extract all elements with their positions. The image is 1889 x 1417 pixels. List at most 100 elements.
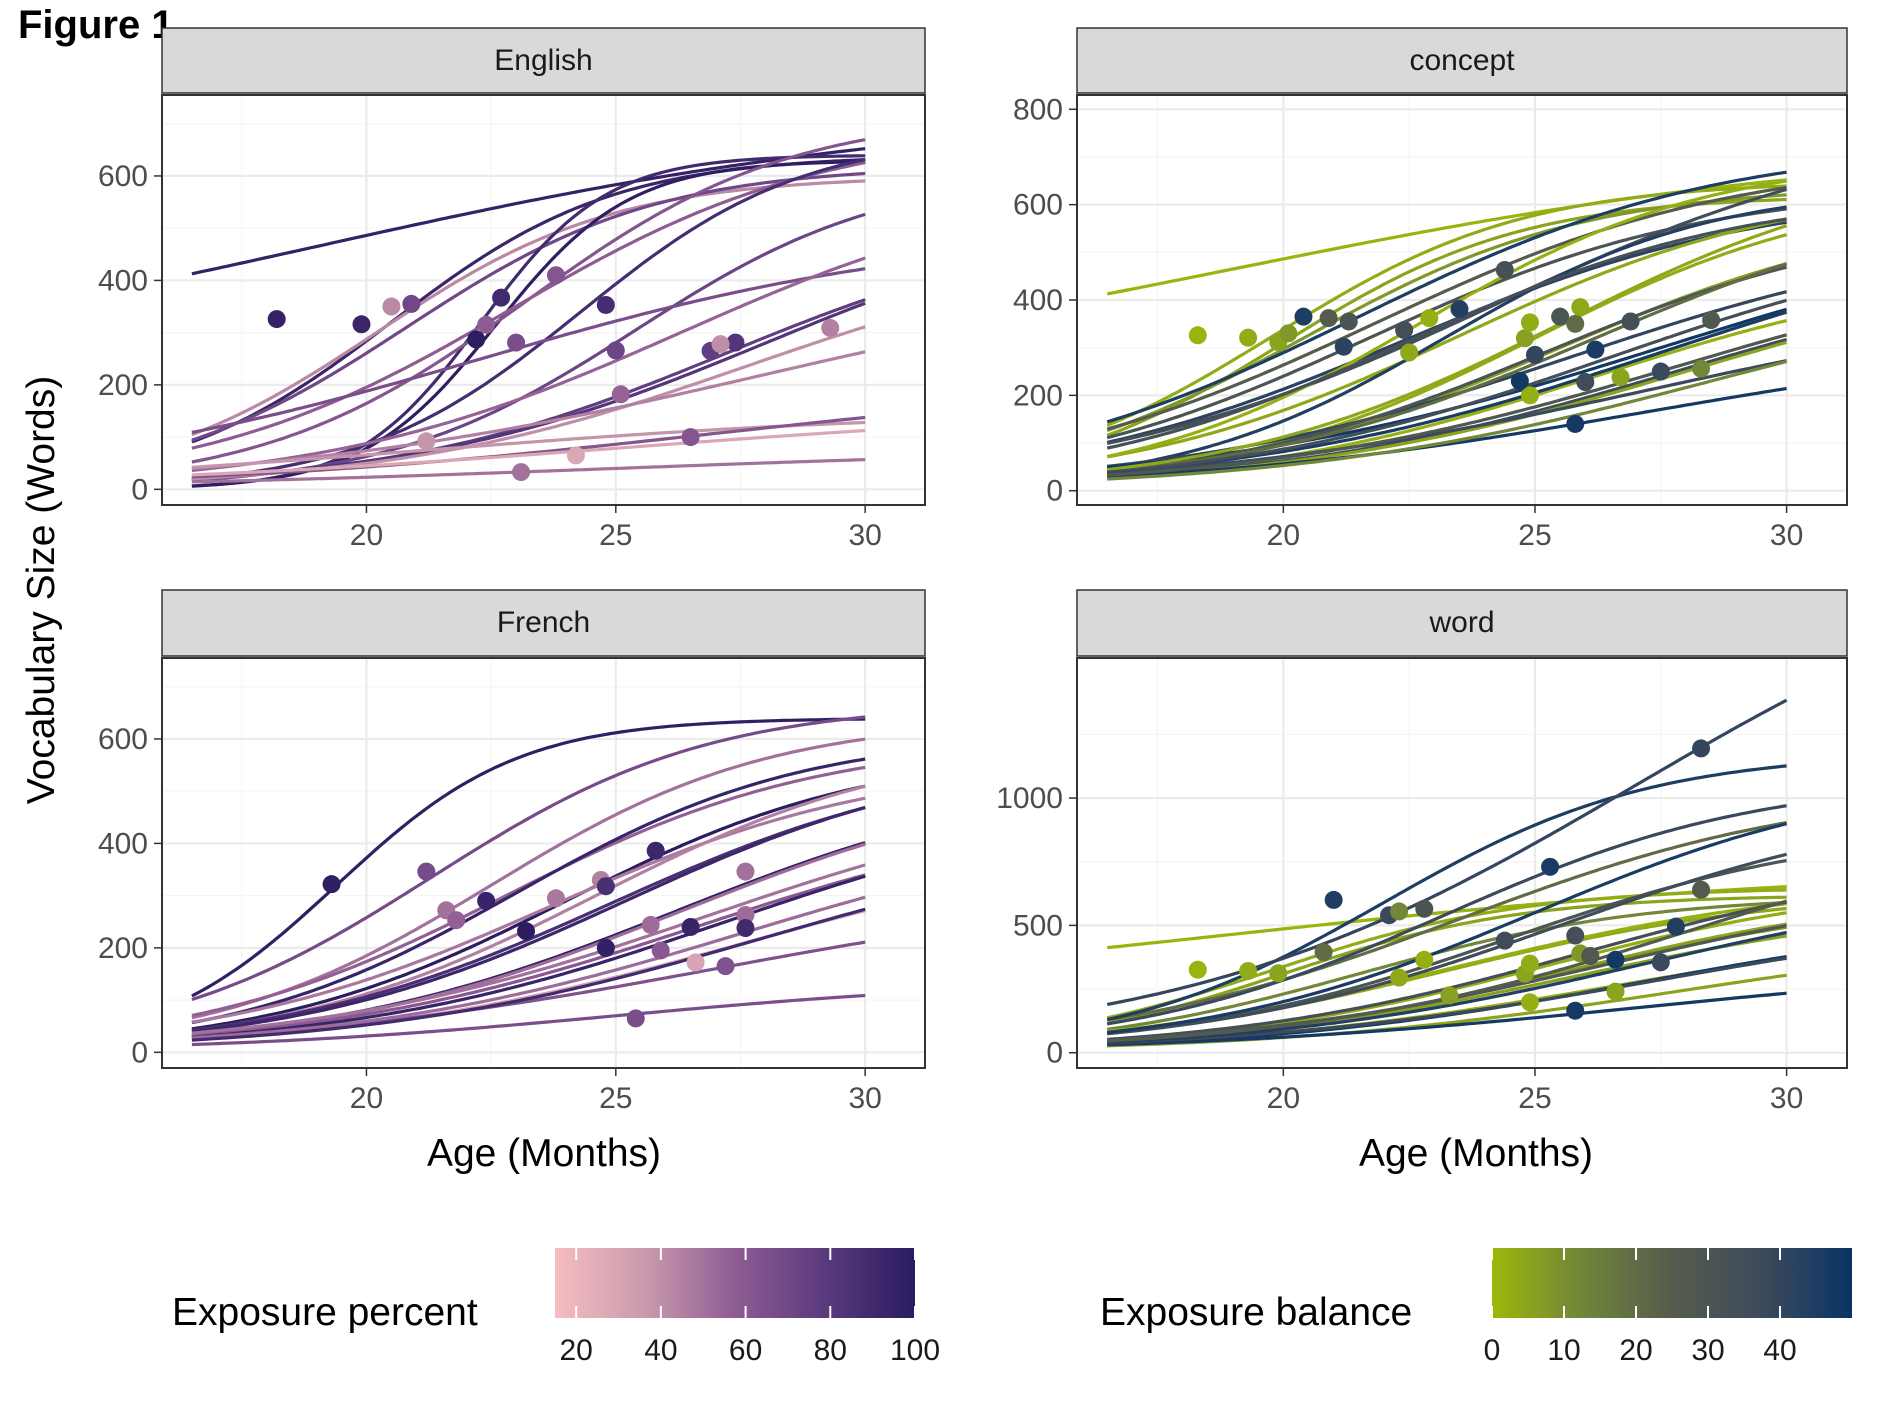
data-point (1450, 300, 1469, 319)
data-point (1551, 307, 1570, 326)
data-point (1440, 986, 1459, 1005)
y-tick-label: 400 (1013, 284, 1063, 317)
x-tick-label: 20 (350, 519, 383, 552)
series-line (1106, 821, 1787, 1022)
y-tick-label: 400 (98, 827, 148, 860)
series-line (191, 415, 866, 479)
data-point (1606, 982, 1625, 1001)
series-line (1107, 852, 1788, 1036)
legend-tick-label: 80 (814, 1334, 847, 1367)
data-point (1395, 321, 1414, 340)
data-point (402, 294, 421, 313)
series-line (1107, 359, 1788, 481)
panel-strip (1076, 27, 1848, 94)
y-tick-label: 400 (98, 264, 148, 297)
data-point (1520, 993, 1539, 1012)
panel-strip-label: French (497, 606, 590, 639)
series-line (1106, 900, 1787, 1031)
data-point (1666, 917, 1685, 936)
data-point (512, 463, 531, 482)
data-point (1334, 337, 1353, 356)
panel-french: French 20 25 30 0 200 400 600 (98, 589, 926, 1115)
series-line (191, 796, 866, 1024)
data-point (267, 310, 286, 329)
panel-english: English 20 25 30 0 200 400 600 (98, 27, 926, 552)
data-point (1692, 739, 1711, 758)
data-point (1188, 960, 1207, 979)
data-point (1621, 312, 1640, 331)
data-point (1692, 359, 1711, 378)
data-point (322, 875, 341, 894)
series-line (1106, 185, 1787, 431)
x-tick-label: 20 (350, 1082, 383, 1115)
data-point (1520, 954, 1539, 973)
data-point (1571, 298, 1590, 317)
data-point (417, 432, 436, 451)
data-point (1515, 329, 1534, 348)
legend-tick-label: 60 (729, 1334, 762, 1367)
data-point (1525, 345, 1544, 364)
data-point (1279, 324, 1298, 343)
series-line (1107, 262, 1788, 474)
data-point (1576, 373, 1595, 391)
data-point (1520, 313, 1539, 332)
data-point (447, 911, 466, 930)
data-point (467, 330, 486, 349)
series-line (191, 873, 866, 1037)
data-point (596, 295, 615, 314)
y-tick-label: 0 (1046, 475, 1063, 508)
data-point (417, 862, 436, 881)
data-point (1510, 372, 1529, 391)
panel-concept: concept 20 25 30 0 200 400 600 800 (1013, 27, 1848, 552)
data-point (1581, 946, 1600, 965)
x-tick-label: 30 (1770, 1082, 1803, 1115)
panel-strip-label: concept (1409, 44, 1515, 77)
legend-title-exposure-balance: Exposure balance (1100, 1291, 1412, 1334)
data-point (716, 957, 735, 976)
legend-tick-label: 0 (1484, 1334, 1501, 1367)
panel-strip (161, 27, 926, 94)
series-line (1106, 179, 1787, 459)
data-point (681, 917, 700, 936)
data-point (821, 318, 840, 337)
x-tick-label: 25 (1518, 519, 1551, 552)
y-axis-title: Vocabulary Size (Words) (20, 376, 63, 804)
y-tick-label: 0 (131, 1036, 148, 1069)
legend-tick-label: 20 (559, 1334, 592, 1367)
series-line (191, 863, 866, 1035)
y-tick-label: 200 (1013, 379, 1063, 412)
data-point (736, 919, 755, 938)
x-tick-label: 20 (1267, 1082, 1300, 1115)
legend-exposure-balance: Exposure balance 0 10 20 30 40 (1100, 1248, 1852, 1367)
data-point (1420, 309, 1439, 328)
data-point (596, 938, 615, 957)
series-line (1106, 698, 1788, 1006)
series-line (191, 256, 866, 472)
y-tick-label: 600 (1013, 189, 1063, 222)
x-axis-title-left: Age (Months) (427, 1132, 661, 1175)
data-point (517, 922, 536, 941)
data-point (1586, 340, 1605, 359)
series-line (1107, 956, 1787, 1045)
data-point (1415, 950, 1434, 969)
legend-tick-label: 10 (1547, 1334, 1580, 1367)
series-line (191, 179, 866, 437)
data-point (651, 941, 670, 960)
data-point (1606, 950, 1625, 969)
data-point (1314, 943, 1333, 962)
data-point (726, 333, 745, 352)
panel-strip (1076, 589, 1848, 657)
data-point (1702, 311, 1721, 330)
data-point (1390, 968, 1409, 987)
y-tick-label: 600 (98, 723, 148, 756)
data-point (1294, 307, 1313, 326)
data-point (382, 297, 401, 316)
figure-title: Figure 1 (18, 3, 174, 47)
panel-word: word 20 25 30 0 500 1000 (996, 589, 1848, 1115)
series-line (191, 267, 866, 434)
legend-colorbar-exposure-balance (1492, 1248, 1852, 1318)
series-line (1107, 991, 1787, 1047)
series-line (191, 715, 866, 1002)
data-point (492, 288, 511, 307)
